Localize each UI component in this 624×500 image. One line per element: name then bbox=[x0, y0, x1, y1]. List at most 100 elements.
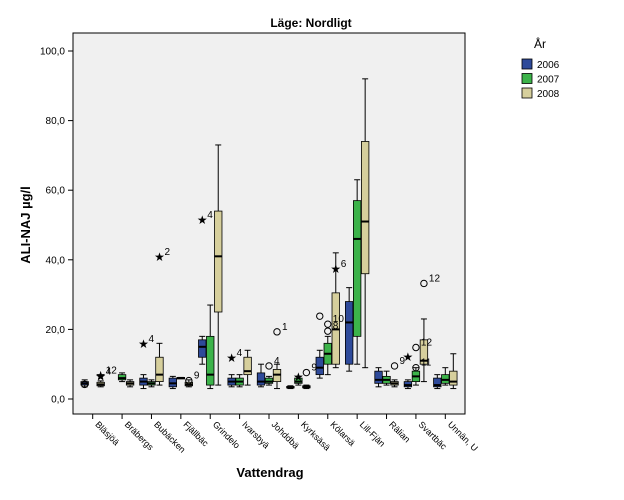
box-iqr bbox=[206, 335, 215, 386]
outlier-label: 11 bbox=[421, 358, 432, 369]
box-plot bbox=[302, 384, 311, 390]
legend-label: 2008 bbox=[537, 89, 560, 100]
outlier-label: 9 bbox=[400, 356, 406, 367]
box-plot bbox=[176, 376, 185, 380]
x-tick-label: Johddbä bbox=[270, 419, 301, 450]
box-plot bbox=[403, 379, 413, 390]
box-plot bbox=[361, 78, 370, 369]
x-tick-label: Bräbergs bbox=[123, 419, 156, 452]
box-plots bbox=[80, 78, 458, 390]
outlier-star: ★ bbox=[95, 368, 106, 382]
box-plot bbox=[419, 318, 429, 383]
outlier-label: 9 bbox=[311, 363, 317, 374]
outlier-circle bbox=[80, 380, 89, 389]
outlier-circle bbox=[412, 363, 420, 372]
outlier-label: 12 bbox=[429, 273, 441, 284]
box-plot bbox=[286, 385, 295, 390]
outlier-circle bbox=[420, 279, 428, 288]
outlier-star: ★ bbox=[403, 350, 414, 364]
x-tick-label: Fjällbäc bbox=[181, 419, 210, 448]
outlier-label: 1 bbox=[282, 322, 288, 333]
box-iqr bbox=[345, 301, 354, 365]
outlier-label: 4 bbox=[106, 366, 112, 377]
box-plot bbox=[294, 375, 303, 386]
outlier-label: 9 bbox=[194, 371, 200, 382]
outlier-label: 4 bbox=[237, 348, 243, 359]
x-tick-label: Bläsjöä bbox=[93, 419, 121, 447]
box-iqr bbox=[214, 210, 223, 313]
legend-label: 2007 bbox=[537, 75, 560, 86]
outlier-label: 6 bbox=[341, 259, 347, 270]
box-iqr bbox=[433, 377, 442, 388]
y-tick-label: 0,0 bbox=[51, 395, 65, 406]
box-plot bbox=[96, 380, 105, 388]
outlier-label: 10 bbox=[333, 314, 345, 325]
box-plot bbox=[139, 374, 148, 390]
outlier-circle bbox=[302, 368, 311, 377]
legend: År 2006 2007 2008 bbox=[521, 36, 560, 100]
outlier-circle bbox=[185, 376, 193, 385]
box-plot bbox=[323, 335, 332, 376]
outlier-label: 2 bbox=[164, 247, 170, 258]
box-plot bbox=[256, 363, 266, 388]
outlier-label: 4 bbox=[274, 356, 280, 367]
box-plot bbox=[331, 252, 340, 369]
x-tick-label: Lill-Fjän bbox=[358, 419, 387, 448]
box-iqr bbox=[361, 141, 370, 275]
box-iqr bbox=[353, 200, 362, 337]
outlier-label: 12 bbox=[421, 337, 433, 348]
outlier-circle bbox=[324, 320, 332, 328]
x-tick-label: Unnän, U bbox=[446, 419, 480, 453]
outlier-star: ★ bbox=[330, 262, 341, 276]
box-plot bbox=[382, 370, 391, 386]
y-tick-label: 100,0 bbox=[40, 47, 65, 58]
box-iqr bbox=[243, 356, 252, 376]
y-axis: 0,0 20,0 40,0 60,0 80,0 100,0 bbox=[40, 47, 73, 406]
box-iqr bbox=[198, 339, 207, 358]
legend-title: År bbox=[534, 36, 546, 51]
box-plot bbox=[272, 363, 282, 390]
box-plot bbox=[374, 367, 383, 388]
outlier-label: 4 bbox=[148, 334, 154, 345]
y-tick-label: 20,0 bbox=[46, 325, 66, 336]
y-tick-label: 80,0 bbox=[46, 116, 66, 127]
x-tick-label: Kyrksäsä bbox=[299, 419, 332, 452]
box-plot bbox=[168, 375, 177, 390]
outlier-circle bbox=[324, 327, 332, 335]
box-plot bbox=[198, 335, 207, 365]
y-axis-title: ALI-NAJ µg/l bbox=[18, 186, 33, 264]
box-plot bbox=[155, 342, 164, 386]
plot-area bbox=[72, 32, 466, 415]
outlier-label: 4 bbox=[207, 210, 213, 221]
outlier-circle bbox=[390, 362, 399, 370]
outlier-star: ★ bbox=[226, 351, 237, 365]
legend-swatch bbox=[521, 73, 533, 84]
x-tick-label: Ivarsbyä bbox=[240, 419, 271, 450]
outlier-circle bbox=[265, 362, 273, 370]
box-plot bbox=[345, 287, 354, 372]
outlier-star: ★ bbox=[293, 370, 304, 384]
box-plot bbox=[206, 304, 215, 390]
box-plot bbox=[147, 379, 156, 388]
outlier-label: 12 bbox=[106, 365, 118, 376]
box-iqr bbox=[256, 372, 266, 386]
outlier-circle bbox=[412, 343, 420, 352]
box-plot bbox=[227, 374, 236, 388]
box-plot bbox=[125, 379, 135, 388]
legend-label: 2006 bbox=[537, 60, 560, 71]
x-tick-label: Grindelo bbox=[211, 419, 242, 450]
outlier-star: ★ bbox=[197, 213, 208, 227]
outlier-label: 8 bbox=[333, 321, 339, 332]
box-plot bbox=[433, 374, 442, 390]
legend-swatch bbox=[521, 87, 533, 99]
box-iqr bbox=[449, 370, 458, 386]
x-tick-label: Svartbäc bbox=[417, 419, 450, 452]
x-tick-label: Kölarsä bbox=[328, 419, 357, 448]
legend-swatch bbox=[521, 58, 533, 70]
box-iqr bbox=[374, 370, 383, 384]
box-plot bbox=[315, 349, 324, 379]
outlier-circle bbox=[273, 328, 281, 336]
outlier-star: ★ bbox=[95, 369, 106, 383]
